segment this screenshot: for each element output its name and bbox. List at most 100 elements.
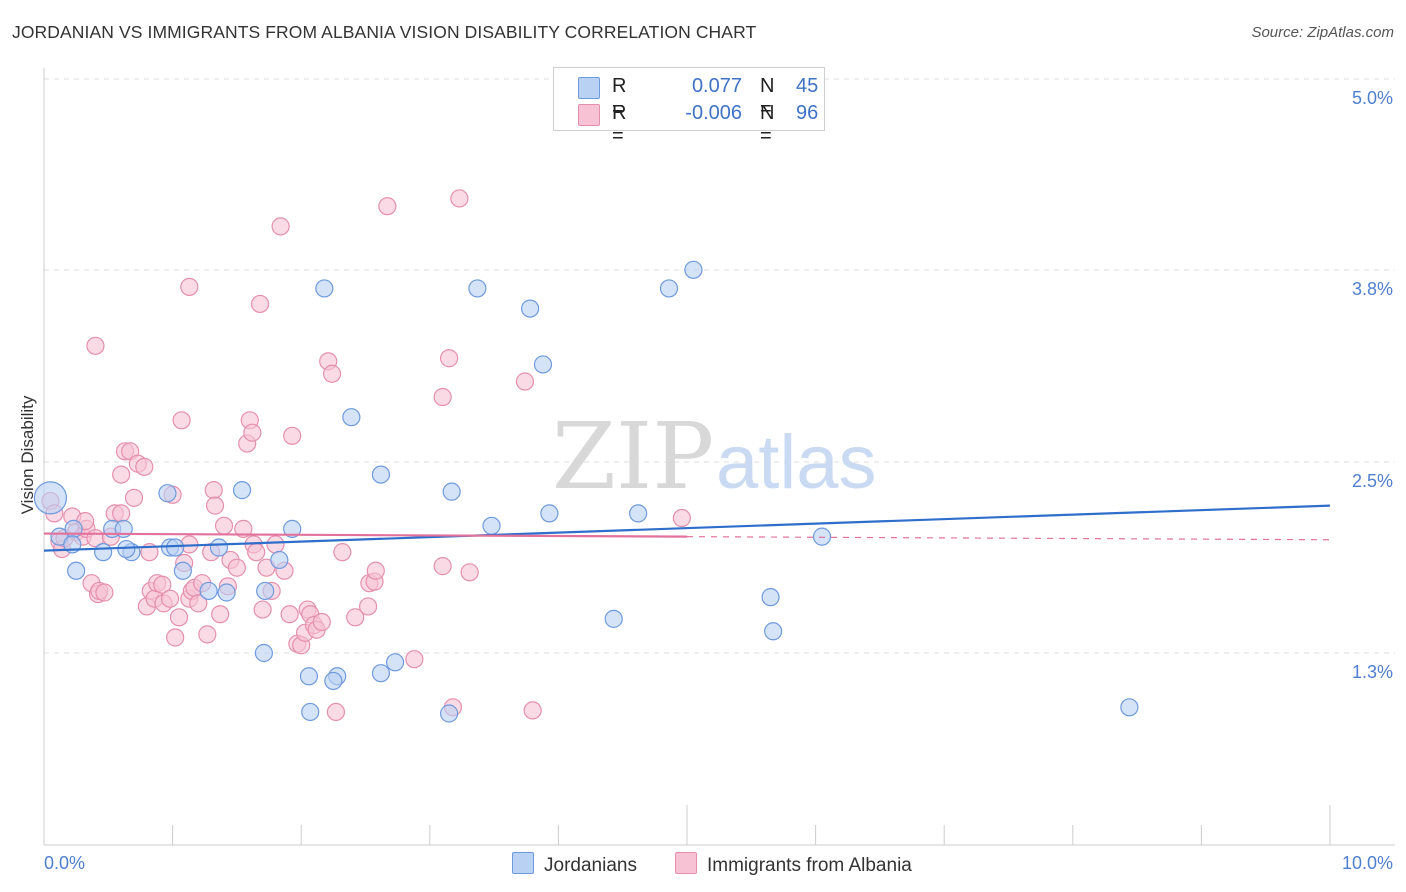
bottom-legend-jordanians: Jordanians (512, 852, 637, 877)
bottom-legend-label: Jordanians (544, 855, 637, 876)
point-jordanian (254, 643, 274, 663)
point-jordanian (761, 588, 780, 607)
point-albania (214, 516, 234, 535)
point-albania (211, 605, 230, 624)
legend-n-label: N = (760, 75, 775, 120)
point-albania (283, 426, 302, 445)
point-albania (153, 575, 172, 594)
y-tick-label: 2.5% (1352, 471, 1393, 491)
point-albania (247, 543, 266, 562)
point-albania (180, 277, 199, 296)
point-jordanian (299, 667, 319, 686)
point-jordanian (94, 543, 113, 562)
point-jordanian (442, 482, 461, 501)
point-albania (439, 349, 459, 368)
point-albania (312, 612, 331, 632)
point-jordanian (217, 583, 236, 602)
point-albania (672, 508, 691, 528)
axes (43, 68, 1395, 846)
point-albania (333, 543, 352, 562)
point-albania (450, 189, 469, 208)
trend-line-jordanians (43, 504, 1331, 552)
point-albania (322, 364, 342, 383)
point-jordanian (533, 355, 553, 374)
point-albania (189, 594, 208, 613)
point-jordanian (439, 704, 459, 723)
point-jordanian (468, 279, 487, 298)
x-tick-label: 0.0% (44, 853, 85, 873)
point-albania (515, 372, 535, 391)
grid-lines (44, 78, 1395, 654)
point-jordanian (764, 622, 783, 641)
y-tick-label: 5.0% (1352, 88, 1393, 108)
point-jordanian (33, 481, 68, 515)
point-albania (172, 411, 191, 430)
x-tick-label: 10.0% (1342, 853, 1393, 873)
point-albania (166, 628, 185, 647)
point-jordanian (385, 653, 405, 672)
point-albania (135, 457, 154, 476)
point-jordanian (117, 539, 136, 559)
point-jordanian (173, 561, 192, 580)
point-jordanian (371, 664, 391, 683)
bottom-legend-albania: Immigrants from Albania (675, 852, 912, 877)
point-albania (112, 465, 131, 484)
point-albania (86, 336, 105, 355)
point-albania (198, 625, 217, 644)
point-jordanian (158, 484, 177, 503)
point-albania (433, 557, 452, 576)
point-albania (95, 583, 114, 602)
point-jordanian (342, 408, 361, 427)
point-jordanian (1120, 698, 1139, 717)
point-jordanian (629, 504, 648, 523)
point-albania (234, 519, 253, 538)
point-albania (523, 701, 542, 720)
point-albania (266, 535, 285, 554)
point-jordanian (812, 527, 832, 546)
point-albania (346, 608, 365, 627)
watermark-atlas: atlas (716, 420, 877, 505)
source-label: Source: ZipAtlas.com (1251, 24, 1394, 41)
point-albania (405, 650, 424, 669)
legend-r-value: -0.006 (685, 102, 742, 124)
point-albania (160, 589, 180, 608)
point-jordanian (270, 550, 289, 570)
point-jordanian (371, 465, 391, 484)
point-albania (358, 597, 378, 616)
point-jordanian (283, 519, 302, 538)
legend-r-label: R = (612, 75, 627, 120)
point-jordanian (199, 581, 218, 601)
point-jordanian (604, 609, 623, 628)
point-albania (204, 481, 223, 500)
trend-line-albania-dashed (686, 536, 1331, 541)
watermark: ZIP atlas (552, 403, 877, 510)
point-albania (250, 294, 270, 314)
legend-r-value: 0.077 (691, 75, 742, 97)
point-albania (243, 423, 262, 442)
legend-r-label: R = (612, 102, 627, 147)
point-jordanian (315, 279, 334, 298)
point-jordanian (540, 504, 559, 523)
watermark-zip: ZIP (552, 403, 714, 510)
point-jordanian (256, 581, 275, 601)
tick-labels: 1.3% 2.5% 3.8% 5.0% 0.0% 10.0% (44, 88, 1393, 873)
point-albania (169, 608, 189, 627)
y-tick-label: 1.3% (1352, 662, 1393, 682)
trend-line-albania (43, 532, 688, 538)
bottom-legend-swatch-blue (512, 852, 534, 874)
point-albania (227, 558, 246, 577)
point-jordanian (64, 519, 83, 538)
y-tick-label: 3.8% (1352, 279, 1393, 299)
point-albania (378, 197, 397, 216)
point-jordanian (209, 538, 228, 557)
legend-swatch-pink (578, 104, 600, 126)
point-jordanian (521, 299, 540, 318)
legend-n-label: N = (760, 102, 775, 147)
point-jordanian (482, 516, 501, 535)
point-albania (271, 217, 290, 236)
point-jordanian (324, 671, 343, 691)
legend-n-value: 45 (796, 75, 819, 97)
point-albania (280, 605, 299, 624)
point-jordanian (301, 702, 320, 722)
legend-n-value: 96 (796, 102, 819, 124)
